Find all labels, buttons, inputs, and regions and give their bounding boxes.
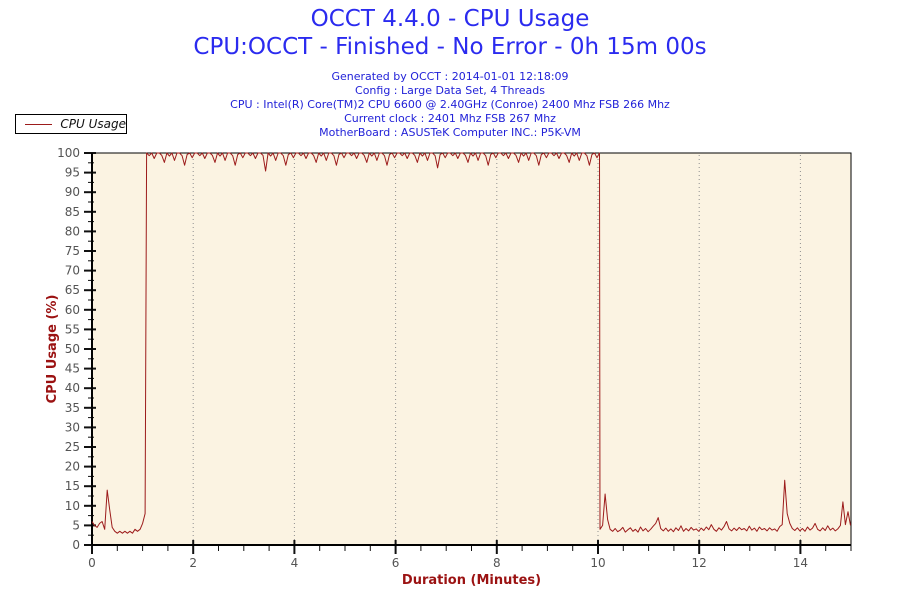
- legend-line-swatch: [25, 123, 53, 125]
- y-tick-label: 80: [65, 224, 80, 238]
- plot-area: [91, 152, 852, 546]
- x-tick-label: 8: [493, 556, 501, 570]
- y-tick-label: 10: [65, 499, 80, 513]
- info-motherboard: MotherBoard : ASUSTeK Computer INC.: P5K…: [319, 126, 581, 139]
- y-tick-label: 65: [65, 283, 80, 297]
- page-subtitle: CPU:OCCT - Finished - No Error - 0h 15m …: [193, 34, 707, 60]
- legend: CPU Usage: [15, 114, 127, 134]
- y-tick-label: 75: [65, 244, 80, 258]
- info-clock: Current clock : 2401 Mhz FSB 267 Mhz: [344, 112, 556, 125]
- x-axis-title: Duration (Minutes): [402, 573, 541, 588]
- y-tick-label: 20: [65, 460, 80, 474]
- x-tick-label: 4: [291, 556, 299, 570]
- y-tick-label: 85: [65, 205, 80, 219]
- y-axis-title: CPU Usage (%): [45, 295, 60, 404]
- x-tick-label: 6: [392, 556, 400, 570]
- y-tick-label: 40: [65, 381, 80, 395]
- y-tick-label: 15: [65, 479, 80, 493]
- page-title: OCCT 4.4.0 - CPU Usage: [310, 6, 590, 32]
- info-generated: Generated by OCCT : 2014-01-01 12:18:09: [331, 70, 569, 83]
- info-cpu: CPU : Intel(R) Core(TM)2 CPU 6600 @ 2.40…: [230, 98, 670, 111]
- y-tick-label: 60: [65, 303, 80, 317]
- y-tick-label: 55: [65, 322, 80, 336]
- y-tick-label: 35: [65, 401, 80, 415]
- info-config: Config : Large Data Set, 4 Threads: [355, 84, 545, 97]
- x-tick-label: 10: [590, 556, 605, 570]
- legend-label: CPU Usage: [60, 117, 126, 131]
- y-tick-label: 50: [65, 342, 80, 356]
- y-tick-label: 0: [72, 538, 80, 552]
- y-tick-label: 25: [65, 440, 80, 454]
- y-tick-label: 100: [57, 146, 80, 160]
- y-tick-label: 70: [65, 264, 80, 278]
- y-tick-label: 30: [65, 420, 80, 434]
- x-tick-label: 12: [692, 556, 707, 570]
- series-cpu-usage: [91, 152, 851, 534]
- y-tick-label: 45: [65, 362, 80, 376]
- y-tick-label: 95: [65, 166, 80, 180]
- y-tick-label: 90: [65, 185, 80, 199]
- x-tick-label: 0: [88, 556, 96, 570]
- x-tick-label: 14: [793, 556, 808, 570]
- y-tick-label: 5: [72, 518, 80, 532]
- x-tick-label: 2: [189, 556, 197, 570]
